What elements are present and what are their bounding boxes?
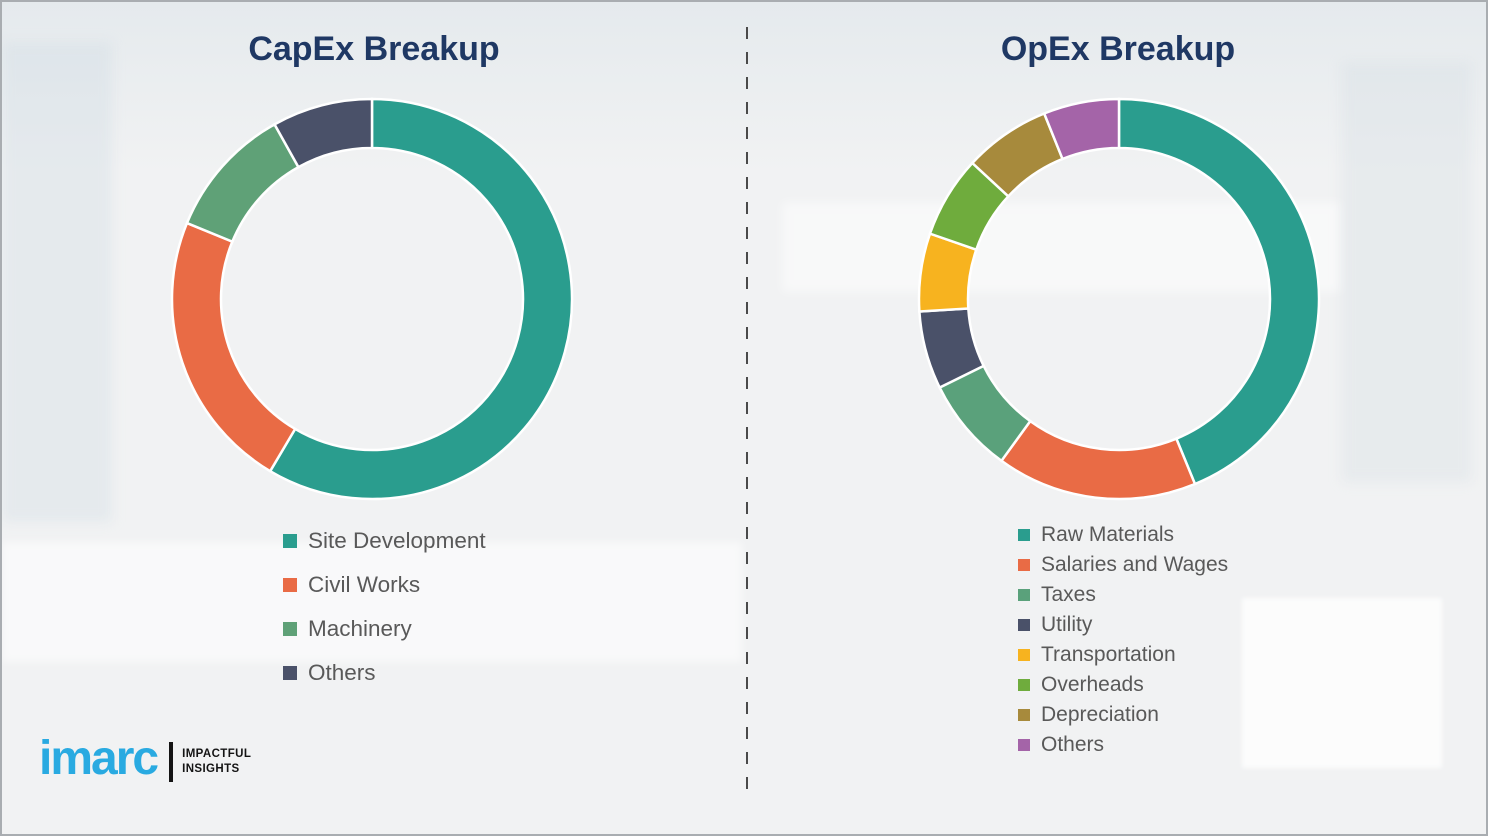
legend-label: Others — [308, 660, 376, 685]
capex-panel: CapEx Breakup Site Development Civil Work… — [2, 2, 746, 834]
legend-swatch-site-development — [283, 534, 297, 548]
donut-segment-site-development — [268, 97, 574, 501]
legend-item-machinery: Machinery — [283, 607, 486, 651]
donut-segment-others — [272, 97, 374, 169]
legend-swatch-others — [1018, 739, 1030, 751]
legend-item-utility: Utility — [1018, 610, 1228, 640]
legend-item-others: Others — [1018, 730, 1228, 760]
legend-swatch-others — [283, 666, 297, 680]
legend-item-site-development: Site Development — [283, 519, 486, 563]
legend-item-depreciation: Depreciation — [1018, 700, 1228, 730]
capex-legend: Site Development Civil Works Machinery Othe… — [283, 519, 486, 695]
imarc-logo-wordmark: imarc — [39, 732, 159, 785]
donut-segment-others — [1042, 97, 1121, 161]
donut-segment-raw-materials — [1117, 97, 1321, 486]
logo-tagline-line1: IMPACTFUL — [182, 748, 252, 761]
opex-title: OpEx Breakup — [1000, 30, 1236, 68]
legend-swatch-taxes — [1018, 589, 1030, 601]
legend-swatch-raw-materials — [1018, 529, 1030, 541]
opex-panel: OpEx Breakup Raw Materials Salaries and W… — [746, 2, 1486, 834]
capex-donut-chart — [170, 97, 574, 501]
legend-swatch-civil-works — [283, 578, 297, 592]
legend-item-salaries-and-wages: Salaries and Wages — [1018, 550, 1228, 580]
legend-swatch-utility — [1018, 619, 1030, 631]
legend-swatch-overheads — [1018, 679, 1030, 691]
legend-label: Machinery — [308, 616, 412, 641]
donut-segment-machinery — [185, 122, 301, 244]
legend-item-overheads: Overheads — [1018, 670, 1228, 700]
opex-donut-chart — [917, 97, 1321, 501]
legend-label: Transportation — [1041, 643, 1176, 666]
legend-label: Salaries and Wages — [1041, 553, 1229, 576]
logo-tagline-line2: INSIGHTS — [182, 763, 240, 775]
legend-label: Depreciation — [1041, 703, 1159, 726]
legend-label: Raw Materials — [1041, 523, 1175, 546]
imarc-logo: imarc IMPACTFUL INSIGHTS — [39, 735, 251, 783]
legend-swatch-transportation — [1018, 649, 1030, 661]
legend-item-transportation: Transportation — [1018, 640, 1228, 670]
legend-label: Civil Works — [308, 572, 421, 597]
opex-legend: Raw Materials Salaries and Wages Taxes Util… — [1018, 520, 1228, 760]
legend-item-raw-materials: Raw Materials — [1018, 520, 1228, 550]
legend-label: Taxes — [1041, 583, 1096, 606]
legend-swatch-depreciation — [1018, 709, 1030, 721]
dashed-divider — [746, 27, 748, 793]
legend-item-taxes: Taxes — [1018, 580, 1228, 610]
legend-label: Others — [1041, 733, 1105, 756]
legend-item-civil-works: Civil Works — [283, 563, 486, 607]
logo-divider-bar — [169, 742, 174, 782]
legend-swatch-salaries-and-wages — [1018, 559, 1030, 571]
legend-swatch-machinery — [283, 622, 297, 636]
logo-tagline: IMPACTFUL INSIGHTS — [182, 747, 251, 777]
donut-segment-civil-works — [170, 221, 297, 473]
legend-label: Overheads — [1041, 673, 1144, 696]
legend-item-others: Others — [283, 651, 486, 695]
legend-label: Site Development — [308, 528, 486, 553]
capex-title: CapEx Breakup — [248, 30, 500, 68]
legend-label: Utility — [1041, 613, 1093, 636]
donut-segment-salaries-and-wages — [999, 419, 1197, 501]
